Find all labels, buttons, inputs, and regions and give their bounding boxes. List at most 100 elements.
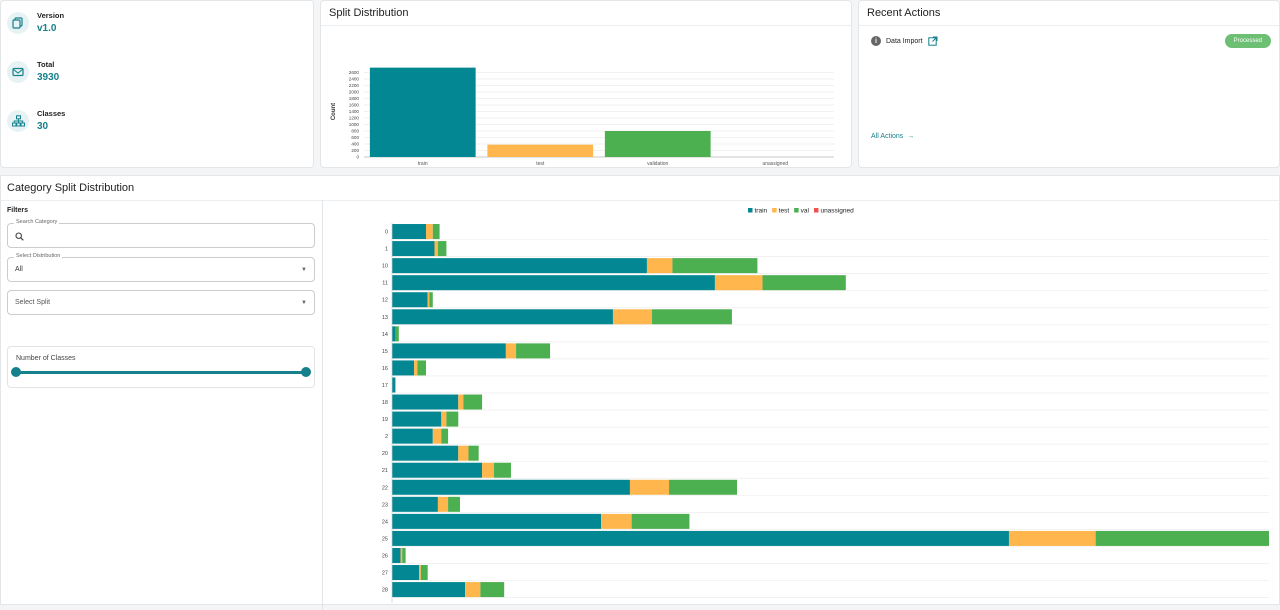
legend-label-val: val	[801, 208, 810, 215]
bar-segment-val	[402, 547, 406, 563]
select-distribution-dropdown[interactable]: Select Distribution All ▼	[7, 253, 315, 282]
stat-value: 30	[37, 121, 49, 132]
split-distribution-card: Split Distribution 0 200 400 600 800 1000 1200…	[320, 0, 852, 177]
bar-segment-val	[420, 565, 428, 581]
bar-segment-test	[458, 394, 464, 410]
y-tick-label: 2	[385, 434, 388, 440]
bar-segment-val	[762, 275, 846, 291]
bar-segment-train	[392, 292, 428, 308]
y-tick-label: 19	[382, 417, 388, 423]
bar-segment-train	[392, 513, 602, 529]
bar-segment-test	[419, 565, 421, 581]
stat-label: Total	[37, 60, 55, 69]
select-split-placeholder: Select Split	[15, 299, 51, 306]
search-category-input[interactable]	[28, 229, 298, 243]
slider-max-handle[interactable]	[301, 367, 311, 377]
bar-segment-train	[392, 377, 396, 393]
legend-swatch-train	[748, 208, 753, 213]
bar-segment-test	[465, 582, 481, 598]
bar-segment-val	[429, 292, 433, 308]
y-tick-label: 10	[382, 264, 388, 270]
y-tick-label: 12	[382, 298, 388, 304]
y-tick-label: 1600	[349, 103, 360, 108]
bar-segment-train	[392, 547, 401, 563]
y-tick-label: 2200	[349, 83, 360, 88]
stat-version: Version v1.0	[7, 11, 64, 34]
y-tick-label: 17	[382, 383, 388, 389]
y-tick-label: 1000	[349, 122, 360, 127]
bar-segment-val	[480, 582, 505, 598]
all-actions-link[interactable]: All Actions →	[871, 133, 914, 140]
bar-segment-train	[392, 360, 415, 376]
slider-min-handle[interactable]	[11, 367, 21, 377]
category-split-section: Category Split Distribution Filters Sear…	[0, 175, 1280, 610]
bar-segment-val	[669, 479, 738, 495]
select-distribution-value: All	[15, 266, 23, 273]
y-tick-label: 21	[382, 468, 388, 474]
y-tick-label: 11	[382, 281, 388, 287]
bar-segment-train	[392, 496, 438, 512]
y-tick-label: 28	[382, 588, 388, 594]
bar-segment-train	[392, 258, 647, 274]
x-tick-label: test	[536, 161, 545, 167]
bar-segment-val	[437, 241, 447, 257]
select-distribution-label: Select Distribution	[14, 253, 63, 259]
y-tick-label: 2600	[349, 70, 360, 75]
bar-segment-train	[392, 275, 715, 291]
search-icon	[15, 232, 24, 241]
bar-segment-val	[672, 258, 758, 274]
bar-train	[369, 67, 476, 157]
card-title: Recent Actions	[859, 1, 1279, 26]
bar-segment-val	[463, 394, 483, 410]
bar-segment-train	[392, 530, 1009, 546]
all-actions-label: All Actions	[871, 133, 904, 140]
bar-segment-train	[392, 343, 506, 359]
caret-down-icon: ▼	[301, 299, 307, 306]
bar-segment-test	[601, 513, 632, 529]
y-tick-label: 23	[382, 502, 388, 508]
bar-segment-train	[392, 462, 483, 478]
y-tick-label: 1400	[349, 109, 360, 114]
bar-segment-val	[652, 309, 732, 325]
bar-segment-val	[468, 445, 479, 461]
bar-segment-test	[714, 275, 763, 291]
open-external-icon[interactable]	[927, 36, 938, 46]
stat-value: v1.0	[37, 23, 57, 34]
y-tick-label: 1800	[349, 96, 360, 101]
y-tick-label: 0	[356, 155, 359, 160]
bar-segment-test	[427, 292, 430, 308]
y-tick-label: 600	[351, 135, 359, 140]
bar-segment-val	[395, 326, 399, 342]
bar-segment-test	[646, 258, 673, 274]
search-category-field[interactable]: Search Category	[7, 219, 315, 248]
bar-segment-test	[425, 224, 433, 240]
y-tick-label: 2000	[349, 90, 360, 95]
legend-label-unassigned: unassigned	[820, 208, 854, 215]
select-split-dropdown[interactable]: Select Split ▼	[7, 290, 315, 315]
recent-actions-card: Recent Actions i Data Import Processed A…	[858, 0, 1280, 168]
mail-icon	[7, 60, 29, 83]
bar-segment-train	[392, 241, 435, 257]
info-icon: i	[871, 36, 881, 46]
bar-segment-train	[392, 582, 466, 598]
bar-segment-test	[1008, 530, 1096, 546]
slider-track[interactable]	[16, 371, 306, 374]
legend-swatch-test	[772, 208, 777, 213]
y-tick-label: 400	[351, 142, 359, 147]
bar-validation	[604, 131, 711, 157]
bar-segment-val	[446, 411, 459, 427]
bar-segment-train	[392, 224, 426, 240]
bar-segment-val	[631, 513, 690, 529]
arrow-right-icon: →	[907, 133, 915, 140]
number-of-classes-slider: Number of Classes	[7, 346, 315, 388]
legend-swatch-unassigned	[813, 208, 819, 213]
y-tick-label: 22	[382, 485, 388, 491]
y-tick-label: 20	[382, 451, 388, 457]
stats-card: Version v1.0 Total 3930 Classes 30	[0, 0, 314, 168]
card-title: Split Distribution	[321, 1, 851, 26]
x-tick-label: unassigned	[762, 161, 788, 167]
copy-icon	[7, 11, 29, 34]
bar-segment-train	[392, 309, 613, 325]
section-title: Category Split Distribution	[1, 176, 1279, 201]
status-badge: Processed	[1224, 34, 1271, 48]
